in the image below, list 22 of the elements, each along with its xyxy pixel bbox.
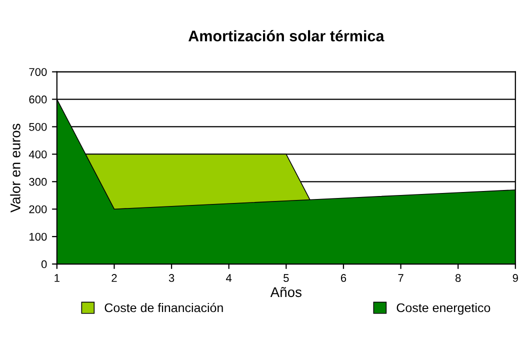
x-tick-label: 8: [455, 274, 461, 282]
y-tick-label: 400: [28, 150, 47, 158]
y-tick-label: 600: [29, 96, 47, 104]
x-tick-label: 7: [398, 274, 404, 282]
y-tick-label: 100: [30, 232, 47, 241]
x-tick-label: 4: [226, 274, 232, 282]
x-axis-title: Años: [270, 286, 302, 298]
y-tick-label: 200: [29, 205, 47, 214]
y-tick-label: 0: [41, 260, 47, 268]
x-tick-label: 2: [112, 274, 117, 282]
y-tick-label: 500: [29, 123, 47, 131]
chart-title: Amortización solar térmica: [188, 30, 384, 42]
legend-label: Coste energetico: [396, 303, 490, 315]
x-tick-label: 5: [284, 274, 289, 282]
x-tick-label: 1: [54, 274, 60, 282]
x-tick-label: 3: [168, 274, 174, 282]
x-tick-label: 6: [340, 274, 346, 282]
y-tick-label: 300: [29, 178, 47, 186]
legend-label: Coste de financiación: [104, 302, 223, 312]
x-tick-label: 9: [512, 274, 518, 282]
y-tick-label: 700: [29, 68, 47, 76]
y-axis-title: Valor en euros: [10, 124, 20, 213]
